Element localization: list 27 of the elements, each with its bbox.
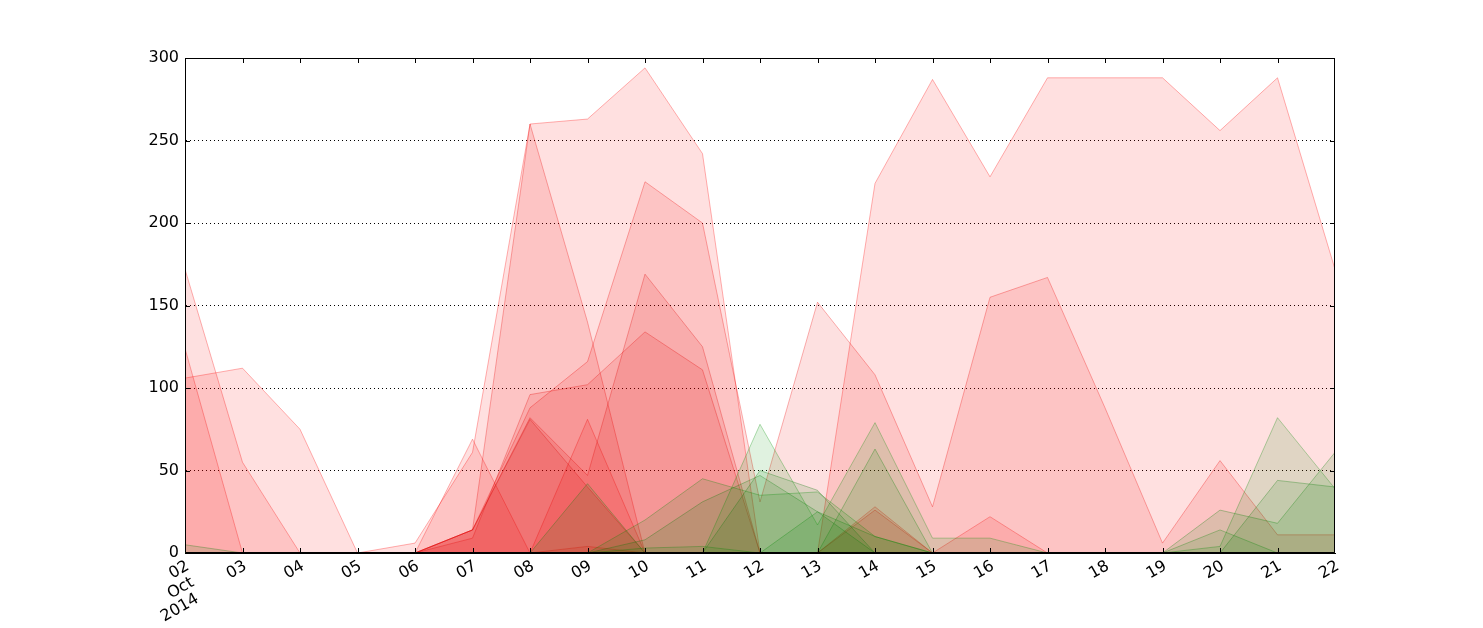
x-tick-label: 04	[279, 555, 308, 583]
x-tick-label: 06	[394, 555, 423, 583]
x-tick-label: 20	[1199, 555, 1228, 583]
x-tick-label: 22	[1314, 555, 1343, 583]
y-tick-label: 200	[148, 212, 179, 232]
x-tick-label: 15	[912, 555, 940, 583]
x-tick-label: 19	[1142, 555, 1170, 583]
x-tick-label: 09	[567, 555, 595, 583]
x-tick-label: 11	[682, 555, 710, 583]
x-tick-label: 17	[1027, 555, 1055, 583]
x-tick-label: 07	[452, 555, 480, 583]
y-tick-label: 50	[158, 459, 179, 479]
x-tick-label: 16	[969, 555, 998, 583]
y-tick-label: 150	[148, 294, 179, 314]
y-tick-label: 300	[148, 47, 179, 67]
x-tick-label: 13	[797, 555, 825, 583]
y-tick-label: 250	[148, 129, 179, 149]
x-tick-label: 10	[624, 555, 653, 583]
y-tick-label: 0	[168, 542, 179, 562]
x-tick-label: 03	[222, 555, 250, 583]
x-tick-label: 18	[1084, 555, 1113, 583]
x-tick-label: 14	[854, 555, 883, 583]
x-tick-label: 12	[739, 555, 768, 583]
x-tick-label: 05	[337, 555, 365, 583]
y-tick-label: 100	[148, 377, 179, 397]
x-tick-label: 08	[509, 555, 538, 583]
x-tick-label: 21	[1257, 555, 1285, 583]
